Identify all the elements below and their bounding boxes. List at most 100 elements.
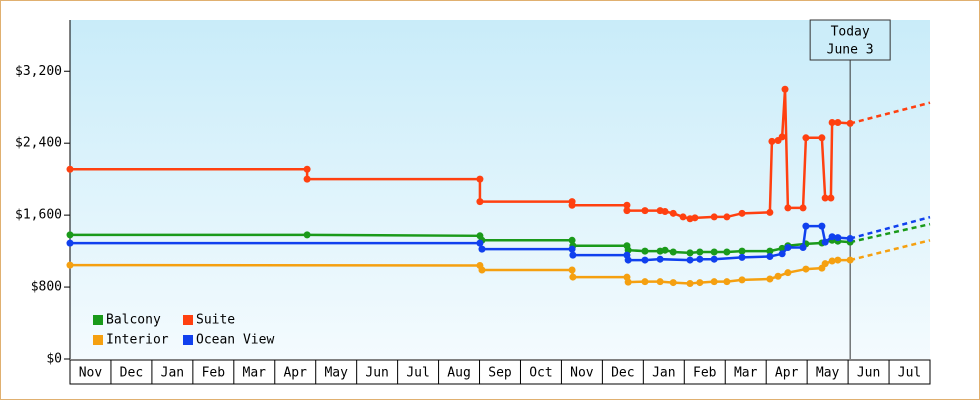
x-tick-label: Jul — [406, 366, 429, 381]
projection-line — [849, 101, 931, 125]
x-tick-label: Apr — [775, 366, 799, 381]
price-point — [768, 137, 776, 145]
price-point — [710, 248, 718, 256]
x-tick-label: Oct — [529, 366, 552, 381]
price-point — [723, 248, 731, 256]
y-tick-label: $800 — [31, 280, 62, 295]
price-point — [766, 247, 774, 255]
price-point — [661, 208, 669, 216]
price-point — [476, 175, 484, 183]
price-point — [568, 245, 576, 253]
price-point — [476, 198, 484, 206]
x-tick-label: Feb — [202, 366, 226, 381]
price-point — [828, 257, 836, 265]
price-point — [66, 165, 74, 173]
x-tick-label: Dec — [611, 366, 634, 381]
price-point — [66, 261, 74, 269]
x-tick-label: Nov — [79, 366, 103, 381]
price-point — [66, 239, 74, 247]
price-point — [738, 276, 746, 284]
price-point — [802, 222, 810, 230]
y-tick-label: $2,400 — [15, 136, 62, 151]
price-point — [784, 243, 792, 251]
price-point — [834, 256, 842, 264]
price-point — [661, 246, 669, 254]
price-point — [766, 208, 774, 216]
price-point — [656, 278, 664, 286]
price-point — [624, 278, 632, 286]
projection-line — [849, 215, 931, 240]
price-point — [738, 253, 746, 261]
price-point — [696, 255, 704, 263]
price-point — [834, 119, 842, 127]
price-point — [624, 256, 632, 264]
price-point — [818, 134, 826, 142]
price-point — [303, 175, 311, 183]
price-point — [828, 119, 836, 127]
price-point — [669, 248, 677, 256]
x-tick-label: Apr — [283, 366, 307, 381]
x-tick-label: May — [816, 366, 840, 381]
price-point — [669, 279, 677, 287]
price-point — [696, 248, 704, 256]
price-point — [686, 249, 694, 257]
price-point — [802, 134, 810, 142]
price-point — [686, 256, 694, 264]
plot-area — [70, 20, 930, 359]
price-point — [846, 235, 854, 243]
x-tick-label: Jun — [857, 366, 880, 381]
price-point — [710, 278, 718, 286]
price-point — [784, 269, 792, 277]
legend-label: Suite — [196, 313, 235, 328]
projection-line — [849, 222, 931, 244]
legend-swatch — [183, 335, 193, 345]
price-point — [691, 214, 699, 222]
x-tick-label: Nov — [570, 366, 594, 381]
price-point — [569, 251, 577, 259]
price-point — [568, 266, 576, 274]
price-point — [641, 247, 649, 255]
x-tick-label: Aug — [447, 366, 470, 381]
price-point — [66, 231, 74, 239]
price-point — [686, 279, 694, 287]
price-point — [478, 245, 486, 253]
x-tick-label: May — [324, 366, 348, 381]
price-point — [846, 256, 854, 264]
price-point — [799, 243, 807, 251]
legend-label: Ocean View — [196, 333, 274, 348]
price-point — [846, 119, 854, 127]
x-tick-label: Jan — [652, 366, 675, 381]
price-point — [710, 255, 718, 263]
today-box — [809, 19, 891, 61]
x-tick-label: Jan — [161, 366, 184, 381]
price-point — [828, 233, 836, 241]
x-tick-label: Jul — [898, 366, 921, 381]
x-tick-label: Feb — [693, 366, 717, 381]
y-tick-label: $0 — [46, 352, 62, 367]
legend-swatch — [93, 335, 103, 345]
price-point — [774, 272, 782, 280]
price-point — [821, 260, 829, 268]
price-point — [834, 234, 842, 242]
x-axis-band — [69, 359, 931, 385]
price-point — [656, 255, 664, 263]
price-point — [738, 209, 746, 217]
price-point — [784, 204, 792, 212]
price-point — [818, 222, 826, 230]
y-tick-label: $1,600 — [15, 208, 62, 223]
price-point — [669, 209, 677, 217]
projection-line — [849, 239, 931, 262]
today-label: Today — [831, 25, 870, 40]
price-point — [568, 201, 576, 209]
price-point — [641, 207, 649, 215]
price-point — [623, 201, 631, 209]
price-point — [679, 213, 687, 221]
price-point — [478, 266, 486, 274]
price-point — [641, 278, 649, 286]
price-point — [696, 279, 704, 287]
price-point — [738, 247, 746, 255]
price-point — [623, 207, 631, 215]
price-point — [799, 204, 807, 212]
price-point — [827, 194, 835, 202]
